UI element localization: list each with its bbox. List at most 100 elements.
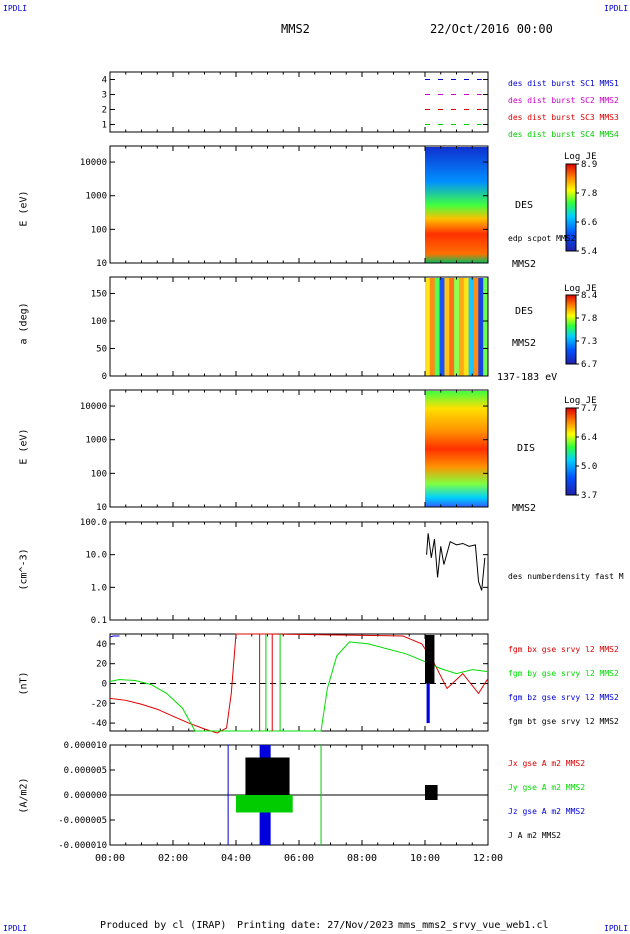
mag-bt-burst <box>425 635 435 684</box>
dis-energy-ytick-1000: 1000 <box>85 436 107 446</box>
burst-panel-frame <box>109 71 489 133</box>
des-energy-ytick-100: 100 <box>91 225 107 235</box>
dis-energy-cbtick-3: 3.7 <box>581 491 597 501</box>
des-pitch-colorbar <box>565 294 577 365</box>
current-legend-3: J A m2 MMS2 <box>508 831 561 840</box>
colorbar-title-2: Log JE <box>564 284 597 294</box>
mag-series-by <box>109 641 489 732</box>
burst-legend-2: des dist burst SC2 MMS2 <box>508 96 619 105</box>
burst-ytick-1: 1 <box>102 121 107 131</box>
mms2-label-2: MMS2 <box>512 338 537 349</box>
des-pitch-column <box>444 278 450 376</box>
mag-bz-burst <box>426 683 430 724</box>
density-panel-frame <box>109 521 489 621</box>
mms2-label-3: MMS2 <box>512 503 537 514</box>
des-pitch-column <box>439 278 445 376</box>
des-pitch-ytick-150: 150 <box>91 290 107 300</box>
current-legend-0: Jx gse A m2 MMS2 <box>508 759 585 768</box>
des-pitch-cbtick-3: 6.7 <box>581 360 597 370</box>
footer-printing-date: Printing date: 27/Nov/2023 <box>237 920 394 931</box>
mag-legend-0: fgm bx gse srvy l2 MMS2 <box>508 645 619 654</box>
xtick-0200: 02:00 <box>158 853 188 864</box>
des-pitch-column <box>449 278 455 376</box>
xtick-0800: 08:00 <box>347 853 377 864</box>
burst-ytick-4: 4 <box>102 76 107 86</box>
ylabel-magnetic-field: (nT) <box>18 671 30 696</box>
corner-label-tl: IPDLI <box>3 4 28 13</box>
dis-energy-ytick-10: 10 <box>96 503 107 513</box>
des-pitch-column <box>473 278 479 376</box>
des-pitch-label: DES <box>515 306 534 317</box>
edp-label: edp scpot MMS2 <box>508 234 576 243</box>
energy-range-label: 137-183 eV <box>497 372 558 383</box>
dis-energy-ytick-10000: 10000 <box>80 402 107 412</box>
density-series <box>426 533 486 591</box>
des-pitch-cbtick-0: 8.4 <box>581 291 597 301</box>
ylabel-des-pitch: a (deg) <box>18 302 30 345</box>
spacecraft-title: MMS2 <box>281 22 310 36</box>
current-ytick-0.000010: 0.000010 <box>64 741 107 751</box>
corner-label-bl: IPDLI <box>3 924 28 933</box>
des-pitch-column <box>434 278 441 376</box>
density-ytick-100.0: 100.0 <box>80 518 107 528</box>
xtick-0000: 00:00 <box>95 853 125 864</box>
mag-legend-1: fgm by gse srvy l2 MMS2 <box>508 669 619 678</box>
dis-energy-cbtick-0: 7.7 <box>581 404 597 414</box>
mag-ytick--20: -20 <box>91 699 107 709</box>
des-pitch-ytick-0: 0 <box>102 372 107 382</box>
des-pitch-column <box>478 278 484 376</box>
ylabel-density: (cm^-3) <box>18 548 30 591</box>
des-energy-cbtick-1: 7.8 <box>581 189 597 199</box>
ylabel-current-density: (A/m2) <box>18 777 30 814</box>
current-legend-1: Jy gse A m2 MMS2 <box>508 783 585 792</box>
des-energy-colorbar <box>565 163 577 252</box>
des-pitch-ytick-50: 50 <box>96 345 107 355</box>
density-ytick-10.0: 10.0 <box>85 551 107 561</box>
des-energy-ytick-1000: 1000 <box>85 192 107 202</box>
des-pitch-column <box>454 278 460 376</box>
des-pitch-column <box>468 278 474 376</box>
dis-energy-colorbar <box>565 407 577 496</box>
des-pitch-column <box>429 278 436 376</box>
mag-legend-3: fgm bt gse srvy l2 MMS2 <box>508 717 619 726</box>
ylabel-des-energy: E (eV) <box>18 190 30 227</box>
burst-ytick-3: 3 <box>102 91 107 101</box>
dis-energy-cbtick-2: 5.0 <box>581 462 597 472</box>
current-late-burst <box>425 785 438 800</box>
current-ytick-0.000000: 0.000000 <box>64 791 107 801</box>
des-label: DES <box>515 200 534 211</box>
dis-energy-ytick-100: 100 <box>91 469 107 479</box>
xtick-0600: 06:00 <box>284 853 314 864</box>
current-jy-block <box>236 795 293 813</box>
des-pitch-column <box>458 278 465 376</box>
des-energy-ytick-10000: 10000 <box>80 158 107 168</box>
xtick-1000: 10:00 <box>410 853 440 864</box>
des-pitch-column <box>425 278 431 376</box>
mag-ytick-0: 0 <box>102 679 107 689</box>
corner-label-br: IPDLI <box>604 924 629 933</box>
burst-legend-1: des dist burst SC1 MMS1 <box>508 79 619 88</box>
date-title: 22/Oct/2016 00:00 <box>430 22 553 36</box>
current-j-block <box>245 757 290 795</box>
mag-series-bx <box>109 633 489 734</box>
des-pitch-cbtick-1: 7.8 <box>581 314 597 324</box>
density-legend: des numberdensity fast M <box>508 572 624 581</box>
xtick-1200: 12:00 <box>473 853 503 864</box>
burst-legend-3: des dist burst SC3 MMS3 <box>508 113 619 122</box>
current-ytick--0.000010: -0.000010 <box>58 841 107 851</box>
current-ytick--0.000005: -0.000005 <box>58 816 107 826</box>
burst-ytick-2: 2 <box>102 106 107 116</box>
des-pitch-column <box>463 278 470 376</box>
density-ytick-0.1: 0.1 <box>91 616 107 626</box>
des-energy-heatmap <box>425 147 488 263</box>
density-ytick-1.0: 1.0 <box>91 583 107 593</box>
mag-ytick--40: -40 <box>91 719 107 729</box>
footer-filename: mms_mms2_srvy_vue_web1.cl <box>398 920 549 931</box>
des-energy-cbtick-3: 5.4 <box>581 247 597 257</box>
xtick-0400: 04:00 <box>221 853 251 864</box>
des-pitch-ytick-100: 100 <box>91 317 107 327</box>
mag-legend-2: fgm bz gse srvy l2 MMS2 <box>508 693 619 702</box>
current-ytick-0.000005: 0.000005 <box>64 766 107 776</box>
footer-produced-by: Produced by cl (IRAP) <box>100 920 227 931</box>
